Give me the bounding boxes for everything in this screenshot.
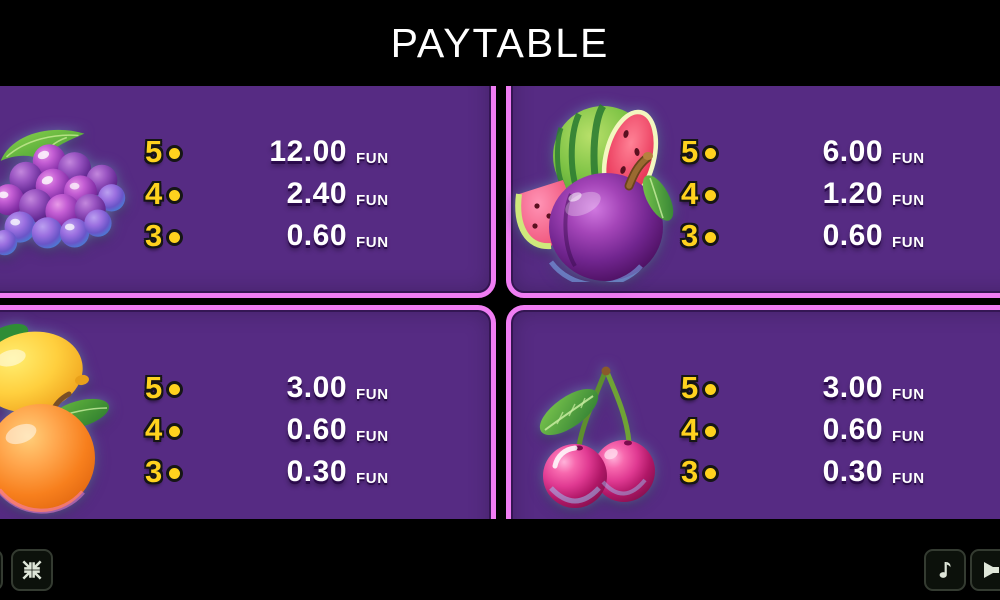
paytable-panel-grapes: 5 12.00 FUN 4 2.40 FUN 3 0.60 FUN	[0, 86, 496, 298]
pay-row: 3 0.30 FUN	[681, 451, 952, 493]
match-count: 4	[681, 412, 699, 447]
bullet-dot-icon	[705, 148, 717, 159]
bullet-dot-icon	[705, 190, 717, 201]
grapes-icon	[0, 129, 126, 256]
pay-value: 0.60	[822, 413, 883, 446]
watermelon-plum-icon	[515, 104, 674, 282]
pay-row: 4 2.40 FUN	[145, 173, 416, 215]
pay-value: 2.40	[286, 177, 347, 210]
match-count: 4	[145, 412, 163, 447]
music-note-icon	[939, 562, 951, 578]
pay-value: 0.60	[822, 219, 883, 252]
pay-row: 5 6.00 FUN	[681, 131, 952, 173]
pay-row: 5 3.00 FUN	[681, 367, 952, 409]
currency-label: FUN	[356, 469, 389, 487]
music-toggle-button[interactable]	[924, 549, 966, 591]
bullet-dot-icon	[169, 148, 181, 159]
match-count: 4	[681, 176, 699, 211]
pay-rows: 5 3.00 FUN 4 0.60 FUN 3 0.30 FUN	[145, 367, 416, 493]
paytable-panel-cherries: 5 3.00 FUN 4 0.60 FUN 3 0.30 FUN	[506, 305, 1000, 519]
pay-row: 3 0.30 FUN	[145, 451, 416, 493]
bullet-dot-icon	[705, 426, 717, 437]
currency-label: FUN	[356, 385, 389, 403]
match-count: 5	[145, 134, 163, 169]
page-title: PAYTABLE	[390, 19, 610, 66]
pay-rows: 5 12.00 FUN 4 2.40 FUN 3 0.60 FUN	[145, 131, 416, 257]
bullet-dot-icon	[705, 468, 717, 479]
currency-label: FUN	[892, 191, 925, 209]
control-bar	[0, 519, 1000, 600]
pay-value: 0.60	[286, 219, 347, 252]
pay-value: 0.60	[286, 413, 347, 446]
bullet-dot-icon	[169, 232, 181, 243]
match-count: 3	[145, 218, 163, 253]
pay-value: 0.30	[822, 455, 883, 488]
paytable-panel-lemon-orange: 5 3.00 FUN 4 0.60 FUN 3 0.30 FUN	[0, 305, 496, 519]
pay-value: 3.00	[822, 371, 883, 404]
exit-fullscreen-icon	[22, 560, 42, 580]
currency-label: FUN	[356, 233, 389, 251]
currency-label: FUN	[356, 191, 389, 209]
match-count: 4	[145, 176, 163, 211]
pay-rows: 5 6.00 FUN 4 1.20 FUN 3 0.60 FUN	[681, 131, 952, 257]
pay-row: 4 0.60 FUN	[145, 409, 416, 451]
currency-label: FUN	[892, 385, 925, 403]
pay-value: 1.20	[822, 177, 883, 210]
offscreen-edge-button[interactable]	[0, 549, 3, 591]
currency-label: FUN	[892, 233, 925, 251]
bullet-dot-icon	[169, 426, 181, 437]
currency-label: FUN	[356, 427, 389, 445]
pay-row: 4 0.60 FUN	[681, 409, 952, 451]
paytable-header: PAYTABLE	[0, 0, 1000, 86]
paytable-grid: 5 12.00 FUN 4 2.40 FUN 3 0.60 FUN	[0, 86, 1000, 519]
pay-row: 5 3.00 FUN	[145, 367, 416, 409]
pay-value: 6.00	[822, 135, 883, 168]
sound-toggle-button[interactable]	[970, 549, 1000, 591]
pay-value: 0.30	[286, 455, 347, 488]
pay-value: 3.00	[286, 371, 347, 404]
match-count: 3	[681, 454, 699, 489]
currency-label: FUN	[892, 427, 925, 445]
currency-label: FUN	[892, 469, 925, 487]
match-count: 3	[145, 454, 163, 489]
bullet-dot-icon	[705, 232, 717, 243]
pay-row: 3 0.60 FUN	[145, 215, 416, 257]
bullet-dot-icon	[705, 384, 717, 395]
currency-label: FUN	[356, 149, 389, 167]
cherries-icon	[539, 366, 655, 508]
currency-label: FUN	[892, 149, 925, 167]
pay-row: 5 12.00 FUN	[145, 131, 416, 173]
exit-fullscreen-button[interactable]	[11, 549, 53, 591]
paytable-panel-watermelon-plum: 5 6.00 FUN 4 1.20 FUN 3 0.60 FUN	[506, 86, 1000, 298]
speaker-icon	[984, 562, 999, 578]
pay-rows: 5 3.00 FUN 4 0.60 FUN 3 0.30 FUN	[681, 367, 952, 493]
match-count: 3	[681, 218, 699, 253]
match-count: 5	[681, 370, 699, 405]
match-count: 5	[681, 134, 699, 169]
pay-row: 3 0.60 FUN	[681, 215, 952, 257]
pay-value: 12.00	[269, 135, 347, 168]
bullet-dot-icon	[169, 468, 181, 479]
bullet-dot-icon	[169, 384, 181, 395]
bullet-dot-icon	[169, 190, 181, 201]
match-count: 5	[145, 370, 163, 405]
pay-row: 4 1.20 FUN	[681, 173, 952, 215]
lemon-orange-icon	[0, 323, 110, 514]
